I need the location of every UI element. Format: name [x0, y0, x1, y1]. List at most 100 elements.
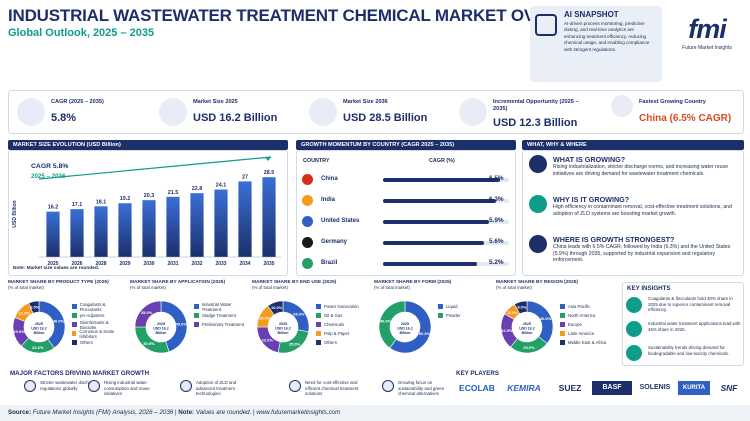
legend-swatch: [72, 340, 77, 345]
momentum-header: GROWTH MOMENTUM BY COUNTRY (CAGR 2025 – …: [296, 140, 516, 150]
legend-item: Disinfectants & Biocides: [72, 320, 126, 330]
kpi-size-2025: Market Size 2025 USD 16.2 Billion: [159, 91, 299, 135]
bar-value-label: 20.3: [144, 193, 155, 199]
globe-icon: [611, 95, 633, 117]
share-chart-1: MARKET SHARE BY PRODUCT TYPE (2025) (% of…: [8, 280, 126, 366]
player-kemira: KEMIRA: [507, 383, 541, 393]
donut-legend: Power Generation Oil & Gas Chemicals Pulp &…: [316, 302, 370, 347]
legend-item: Coagulants & Flocculants: [72, 302, 126, 312]
donut-chart: 28.0% 25.0% 22.0% 15.0%10.0% 2025 USD 16.2 Bil…: [256, 300, 310, 354]
legend-label: North America: [568, 313, 596, 318]
slice-label: 22.0%: [262, 338, 274, 343]
factor-text: Adoption of ZLD and advanced treatment t…: [196, 380, 237, 397]
cagr-bar-India: [383, 199, 497, 203]
momentum-panel: COUNTRY CAGR (%) China 6.5% India 6.3% Unite…: [296, 150, 516, 276]
bar-value-label: 28.5: [264, 170, 275, 176]
bar-value-label: 19.2: [120, 196, 131, 202]
what-text: Rising industrialization, stricter disch…: [553, 164, 729, 177]
kpi-value: 5.8%: [51, 112, 77, 124]
what-header: WHAT, WHY & WHERE: [522, 140, 744, 150]
insight-3: Sustainability trends driving demand for…: [648, 345, 730, 356]
legend-item: Middle East & Africa: [560, 338, 620, 347]
where-heading: WHERE IS GROWTH STRONGEST?: [553, 235, 675, 244]
donut-chart: 36.0% 25.0% 22.5% 8.5%8.0% 2025 USD 16.2 Billi…: [500, 300, 554, 354]
question-icon: [529, 155, 547, 173]
factor-5: Growing focus on sustainability and gree…: [382, 380, 456, 397]
factor-text: Rising industrial water consumption and …: [104, 380, 150, 397]
factor-text: Growing focus on sustainability and gree…: [398, 380, 445, 397]
bar-2031: [166, 196, 180, 257]
legend-item: Chemicals: [316, 320, 370, 329]
key-insights-panel: KEY INSIGHTS: [622, 282, 744, 366]
share-chart-title: MARKET SHARE BY APPLICATION (2025): [130, 280, 226, 285]
legend-swatch: [316, 322, 321, 327]
kpi-value: China (6.5% CAGR): [639, 113, 732, 124]
legend-item: pH Adjusters: [72, 311, 126, 320]
share-chart-5: MARKET SHARE BY REGION (2025) (% of total…: [496, 280, 620, 366]
slice-label: 10.0%: [271, 305, 283, 310]
cagr-value-label: 5.2%: [489, 259, 504, 266]
india-flag-icon: [302, 195, 313, 206]
bar-value-label: 21.5: [168, 190, 179, 196]
x-tick-label: 2032: [191, 261, 202, 267]
footer-source: Future Market Insights (FMI) Analysis, 2…: [32, 409, 174, 416]
kpi-row: CAGR (2025 – 2035) 5.8% Market Size 2025…: [8, 90, 744, 134]
slice-label: 40.0%: [53, 318, 65, 323]
legend-swatch: [438, 313, 443, 318]
legend-swatch: [316, 304, 321, 309]
legend-swatch: [316, 340, 321, 345]
bar-2032: [190, 193, 204, 257]
bar-2034: [238, 181, 252, 257]
cagr-value-label: 5.9%: [489, 217, 504, 224]
legend-item: Corrosion & Scale Inhibitors: [72, 328, 126, 339]
kpi-label: Market Size 2025: [193, 99, 238, 105]
share-chart-subtitle: (% of total market): [374, 285, 410, 290]
donut-legend: Liquid Powder: [438, 302, 492, 320]
evolution-header: MARKET SIZE EVOLUTION (USD Billion): [8, 140, 288, 150]
legend-label: Europe: [568, 322, 582, 327]
legend-label: Oil & Gas: [324, 313, 343, 318]
slice-label: 28.0%: [293, 312, 305, 317]
cagr-bar-Brazil: [383, 262, 477, 266]
fmi-logo: fmi Future Market Insights: [668, 14, 746, 51]
legend-swatch: [72, 322, 77, 327]
kpi-label: Incremental Opportunity (2025 – 2035): [493, 99, 579, 112]
legend-label: Others: [324, 340, 337, 345]
cagr-bar-United States: [383, 220, 490, 224]
legend-item: Asia Pacific: [560, 302, 620, 311]
player-snf: SNF: [720, 383, 738, 393]
legend-item: Europe: [560, 320, 620, 329]
ai-snapshot-panel: AI SNAPSHOT AI-driven process monitoring…: [530, 6, 662, 82]
slice-label: 15.0%: [259, 315, 271, 320]
donut-center-label: 2025 USD 16.2 Billion: [153, 322, 169, 335]
trend-up-icon: [459, 98, 487, 126]
legend-swatch: [72, 331, 77, 336]
slice-label: 45.0%: [176, 321, 188, 326]
water-drop-icon: [88, 380, 100, 392]
technology-icon: [180, 380, 192, 392]
country-row: United States 5.9%: [297, 215, 515, 229]
slice-label: 30.0%: [143, 341, 155, 346]
slice-label: 8.0%: [517, 305, 527, 310]
insight-2: Industrial water treatment applications …: [648, 321, 741, 332]
germany-flag-icon: [302, 237, 313, 248]
x-tick-label: 2033: [215, 261, 226, 267]
share-chart-title: MARKET SHARE BY END USE (2025): [252, 280, 337, 285]
globe-icon: [529, 235, 547, 253]
slice-1: [389, 300, 432, 354]
legend-item: North America: [560, 311, 620, 320]
legend-label: Corrosion & Scale Inhibitors: [79, 328, 115, 339]
legend-swatch: [438, 304, 443, 309]
share-chart-title: MARKET SHARE BY PRODUCT TYPE (2025): [8, 280, 109, 285]
regulation-icon: [24, 380, 36, 392]
footer-note-label: Note:: [178, 409, 195, 416]
legend-swatch: [560, 322, 565, 327]
donut-center-label: 2025 USD 16.2 Billion: [275, 322, 291, 335]
slice-label: 25.0%: [289, 342, 301, 347]
cagr-value-label: 6.5%: [489, 175, 504, 182]
bar-2025: [46, 211, 60, 257]
bar-2035: [262, 177, 276, 257]
growth-chart-icon: [529, 195, 547, 213]
share-chart-subtitle: (% of total market): [8, 285, 44, 290]
bar-2033: [214, 189, 228, 257]
